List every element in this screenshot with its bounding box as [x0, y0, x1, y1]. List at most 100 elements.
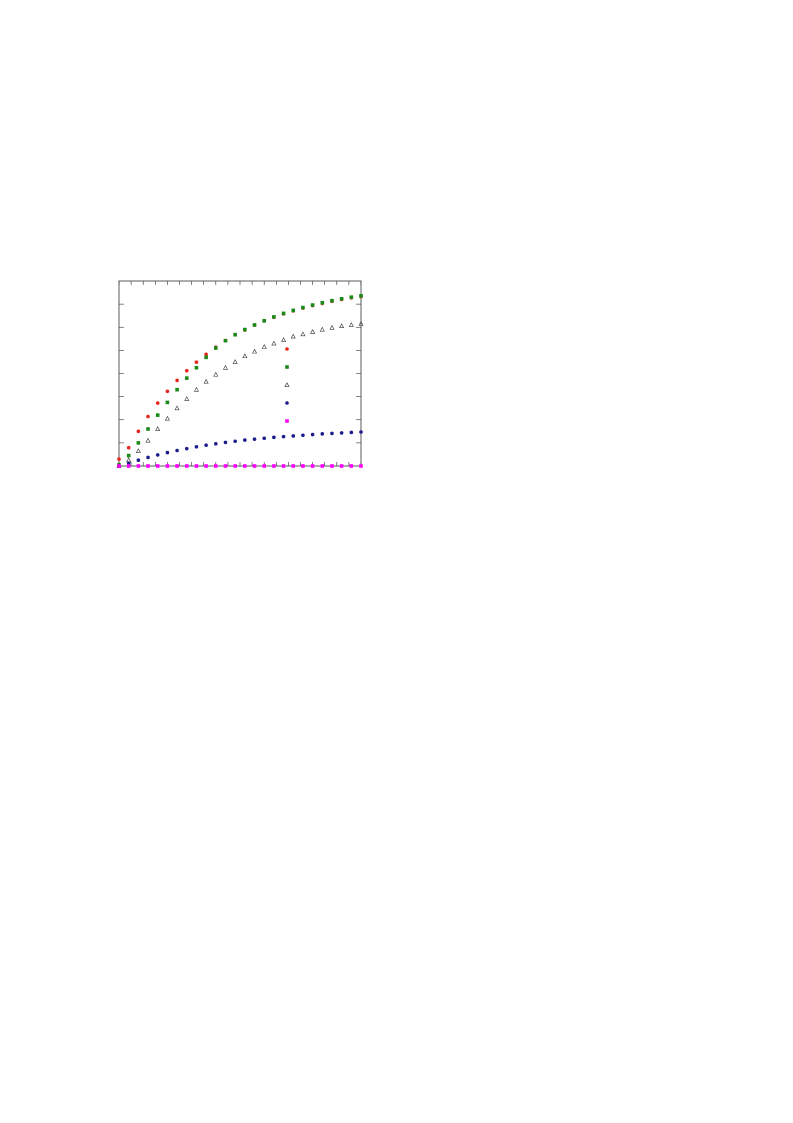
- data-point: [214, 442, 218, 446]
- data-point: [339, 297, 344, 301]
- data-point: [291, 434, 296, 438]
- data-point: [358, 320, 364, 326]
- data-point: [272, 435, 276, 440]
- data-point: [233, 439, 237, 444]
- legend-marker: [285, 401, 289, 405]
- data-point: [252, 464, 257, 468]
- data-point: [194, 445, 199, 449]
- data-point: [320, 432, 325, 436]
- data-point: [300, 331, 306, 337]
- data-point: [330, 298, 334, 303]
- data-point: [184, 368, 189, 373]
- data-point: [164, 415, 170, 421]
- data-point: [233, 332, 237, 337]
- legend-marker: [285, 347, 289, 351]
- data-point: [155, 401, 160, 405]
- data-point: [117, 457, 121, 461]
- data-point: [272, 315, 276, 319]
- data-point: [348, 322, 354, 327]
- data-point: [330, 464, 334, 468]
- data-point: [214, 346, 218, 350]
- data-point: [136, 464, 141, 468]
- data-point: [204, 352, 208, 357]
- data-point: [339, 464, 344, 468]
- data-point: [203, 378, 209, 384]
- data-point: [136, 441, 141, 445]
- data-point: [339, 323, 345, 328]
- data-point: [281, 464, 286, 468]
- data-point: [243, 438, 247, 442]
- data-point: [204, 355, 208, 360]
- data-point: [233, 464, 237, 468]
- data-point: [301, 305, 305, 310]
- data-point: [194, 360, 199, 364]
- data-point: [145, 437, 151, 443]
- data-point: [339, 431, 344, 435]
- data-point: [136, 429, 141, 434]
- data-point: [135, 448, 141, 453]
- data-point: [272, 464, 276, 468]
- data-point: [175, 387, 179, 392]
- data-point: [184, 376, 189, 380]
- data-point: [243, 327, 247, 332]
- data-point: [281, 434, 286, 439]
- data-point: [329, 324, 335, 330]
- data-point: [117, 464, 121, 468]
- data-point: [175, 378, 179, 383]
- data-point: [165, 450, 170, 455]
- data-point: [262, 464, 266, 468]
- data-point: [126, 464, 131, 468]
- data-point: [146, 414, 150, 419]
- data-point: [223, 338, 228, 343]
- data-point: [281, 337, 287, 342]
- data-point: [126, 461, 131, 466]
- data-point: [193, 386, 199, 392]
- data-point: [320, 464, 325, 468]
- data-point: [359, 294, 363, 298]
- data-point: [184, 396, 190, 401]
- data-point: [184, 464, 189, 468]
- data-point: [359, 464, 363, 468]
- data-point: [252, 323, 257, 327]
- data-point: [252, 437, 257, 441]
- data-point: [165, 389, 170, 394]
- data-point: [330, 431, 334, 436]
- data-point: [310, 464, 315, 468]
- data-point: [126, 445, 131, 450]
- data-point: [175, 464, 179, 468]
- data-point: [242, 353, 248, 359]
- data-point: [310, 303, 315, 307]
- data-point: [146, 464, 150, 468]
- data-point: [310, 329, 316, 334]
- data-point: [359, 430, 363, 434]
- data-point: [310, 432, 315, 437]
- data-point: [301, 433, 305, 438]
- data-point: [223, 440, 228, 445]
- data-point: [213, 371, 219, 377]
- data-point: [271, 340, 277, 346]
- data-point: [165, 400, 170, 405]
- data-point: [126, 453, 131, 458]
- data-point: [126, 457, 132, 463]
- legend-marker: [285, 365, 289, 369]
- data-point: [175, 448, 179, 453]
- data-point: [232, 359, 238, 364]
- data-point: [281, 311, 286, 316]
- data-point: [261, 344, 267, 349]
- data-point: [262, 318, 266, 323]
- data-point: [349, 295, 354, 299]
- data-point: [291, 464, 296, 468]
- data-point: [155, 464, 160, 468]
- data-point: [243, 464, 247, 468]
- data-point: [349, 430, 354, 435]
- data-point: [194, 365, 199, 370]
- data-point: [214, 464, 218, 468]
- data-point: [222, 364, 228, 370]
- data-point: [146, 455, 150, 460]
- data-point: [320, 300, 325, 305]
- data-point: [204, 464, 208, 468]
- data-point: [291, 308, 296, 313]
- data-point: [349, 464, 354, 468]
